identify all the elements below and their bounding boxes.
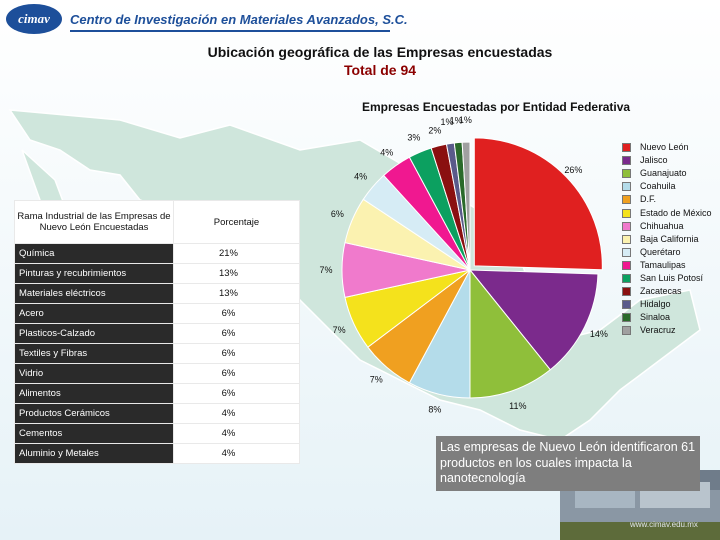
- legend-swatch: [622, 182, 631, 191]
- legend-swatch: [622, 313, 631, 322]
- table-cell-porcentaje: 4%: [174, 444, 300, 464]
- legend-swatch: [622, 300, 631, 309]
- pie-slice-label: 3%: [407, 132, 420, 142]
- legend-label: San Luis Potosí: [640, 273, 703, 283]
- legend-label: Veracruz: [640, 325, 676, 335]
- table-cell-rama: Plasticos-Calzado: [15, 324, 174, 344]
- legend-label: Nuevo León: [640, 142, 689, 152]
- table-cell-porcentaje: 6%: [174, 384, 300, 404]
- legend-swatch: [622, 235, 631, 244]
- pie-slice-label: 11%: [509, 401, 526, 411]
- pie-slice-label: 1%: [459, 115, 472, 125]
- table-cell-porcentaje: 4%: [174, 404, 300, 424]
- table-cell-rama: Alimentos: [15, 384, 174, 404]
- legend-label: Querétaro: [640, 247, 681, 257]
- legend-label: D.F.: [640, 194, 656, 204]
- table-cell-rama: Productos Cerámicos: [15, 404, 174, 424]
- table-header-porcentaje: Porcentaje: [174, 201, 300, 244]
- legend-swatch: [622, 143, 631, 152]
- rama-industrial-table: Rama Industrial de las Empresas de Nuevo…: [14, 200, 300, 464]
- table-cell-porcentaje: 13%: [174, 264, 300, 284]
- table-header-rama: Rama Industrial de las Empresas de Nuevo…: [15, 201, 174, 244]
- pie-slice-label: 26%: [564, 165, 582, 175]
- table-cell-rama: Química: [15, 244, 174, 264]
- legend-label: Baja California: [640, 234, 699, 244]
- table-cell-porcentaje: 6%: [174, 344, 300, 364]
- table-cell-rama: Materiales eléctricos: [15, 284, 174, 304]
- table-cell-porcentaje: 6%: [174, 324, 300, 344]
- pie-slice-label: 7%: [319, 265, 332, 275]
- table-header-row: Rama Industrial de las Empresas de Nuevo…: [15, 201, 300, 244]
- table-cell-rama: Pinturas y recubrimientos: [15, 264, 174, 284]
- header-rule: [70, 30, 390, 32]
- legend-swatch: [622, 156, 631, 165]
- table-row: Pinturas y recubrimientos 13%: [15, 264, 300, 284]
- legend-label: Sinaloa: [640, 312, 670, 322]
- table-cell-porcentaje: 21%: [174, 244, 300, 264]
- table-cell-porcentaje: 4%: [174, 424, 300, 444]
- legend-label: Estado de México: [640, 208, 712, 218]
- table-row: Materiales eléctricos 13%: [15, 284, 300, 304]
- legend-swatch: [622, 261, 631, 270]
- pie-slice-label: 2%: [428, 125, 441, 135]
- table-row: Plasticos-Calzado 6%: [15, 324, 300, 344]
- legend-swatch: [622, 287, 631, 296]
- legend-label: Guanajuato: [640, 168, 687, 178]
- table-row: Química 21%: [15, 244, 300, 264]
- table-cell-rama: Textiles y Fibras: [15, 344, 174, 364]
- table-cell-rama: Cementos: [15, 424, 174, 444]
- pie-slice-label: 7%: [370, 374, 383, 384]
- table-cell-porcentaje: 6%: [174, 364, 300, 384]
- pie-slice-label: 14%: [590, 329, 608, 339]
- legend-swatch: [622, 209, 631, 218]
- slide-subtitle: Total de 94: [0, 62, 720, 78]
- table-cell-rama: Acero: [15, 304, 174, 324]
- table-row: Cementos 4%: [15, 424, 300, 444]
- legend-label: Zacatecas: [640, 286, 682, 296]
- legend-swatch: [622, 248, 631, 257]
- pie-slice-label: 4%: [354, 171, 367, 181]
- legend-label: Tamaulipas: [640, 260, 686, 270]
- slide-title: Ubicación geográfica de las Empresas enc…: [0, 44, 720, 60]
- table-row: Vidrio 6%: [15, 364, 300, 384]
- legend-label: Jalisco: [640, 155, 668, 165]
- legend-label: Coahuila: [640, 181, 676, 191]
- table-cell-porcentaje: 6%: [174, 304, 300, 324]
- pie-title: Empresas Encuestadas por Entidad Federat…: [362, 100, 630, 114]
- pie-slice-label: 8%: [428, 405, 441, 415]
- pie-slice-label: 4%: [380, 147, 393, 157]
- website-url: www.cimav.edu.mx: [630, 520, 698, 529]
- table-row: Aluminio y Metales 4%: [15, 444, 300, 464]
- table-cell-rama: Aluminio y Metales: [15, 444, 174, 464]
- table-row: Alimentos 6%: [15, 384, 300, 404]
- legend-label: Chihuahua: [640, 221, 684, 231]
- legend-swatch: [622, 169, 631, 178]
- cimav-logo: cimav: [6, 4, 62, 34]
- legend-swatch: [622, 222, 631, 231]
- pie-slice-label: 6%: [331, 209, 344, 219]
- institution-name: Centro de Investigación en Materiales Av…: [70, 12, 408, 27]
- note-box: Las empresas de Nuevo León identificaron…: [436, 436, 700, 491]
- table-cell-porcentaje: 13%: [174, 284, 300, 304]
- table-cell-rama: Vidrio: [15, 364, 174, 384]
- legend-swatch: [622, 195, 631, 204]
- table-row: Productos Cerámicos 4%: [15, 404, 300, 424]
- legend-label: Hidalgo: [640, 299, 671, 309]
- table-row: Textiles y Fibras 6%: [15, 344, 300, 364]
- legend-swatch: [622, 274, 631, 283]
- table-row: Acero 6%: [15, 304, 300, 324]
- pie-slice-label: 7%: [333, 325, 346, 335]
- legend-swatch: [622, 326, 631, 335]
